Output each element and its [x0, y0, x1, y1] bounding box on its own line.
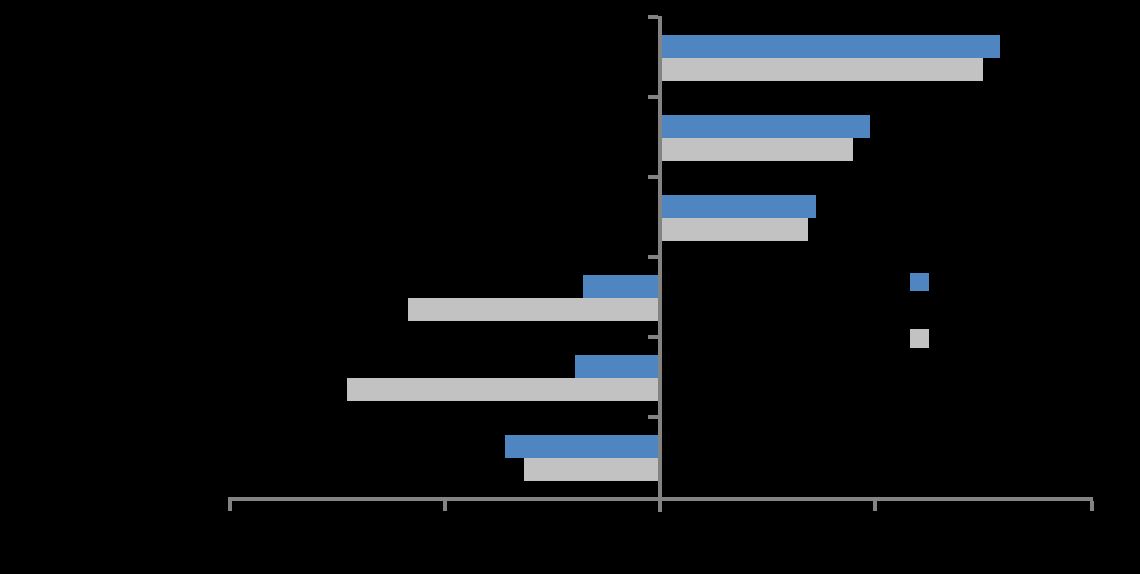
bar-series2-cat3 — [662, 218, 808, 241]
bar-series1-cat3 — [662, 195, 816, 218]
y-axis-line — [658, 16, 662, 512]
y-axis-tick — [648, 95, 658, 99]
bar-series2-cat4 — [408, 298, 658, 321]
y-axis-tick — [648, 415, 658, 419]
x-axis-tick — [228, 501, 232, 511]
bar-series1-cat1 — [662, 35, 1000, 58]
bar-series2-cat5 — [347, 378, 658, 401]
bar-series1-cat5 — [575, 355, 658, 378]
y-axis-tick — [648, 15, 658, 19]
legend-swatch-series1 — [910, 273, 929, 291]
x-axis-tick — [873, 501, 877, 511]
bar-series1-cat2 — [662, 115, 870, 138]
bar-series2-cat1 — [662, 58, 983, 81]
bar-series2-cat2 — [662, 138, 853, 161]
x-axis-tick — [658, 501, 662, 511]
bar-series1-cat6 — [505, 435, 658, 458]
bar-series2-cat6 — [524, 458, 658, 481]
y-axis-tick — [648, 255, 658, 259]
bar-series1-cat4 — [583, 275, 658, 298]
x-axis-tick — [443, 501, 447, 511]
legend-swatch-series2 — [910, 329, 929, 348]
x-axis-tick — [1090, 501, 1094, 511]
x-axis-line — [228, 497, 1093, 501]
y-axis-tick — [648, 175, 658, 179]
y-axis-tick — [648, 335, 658, 339]
